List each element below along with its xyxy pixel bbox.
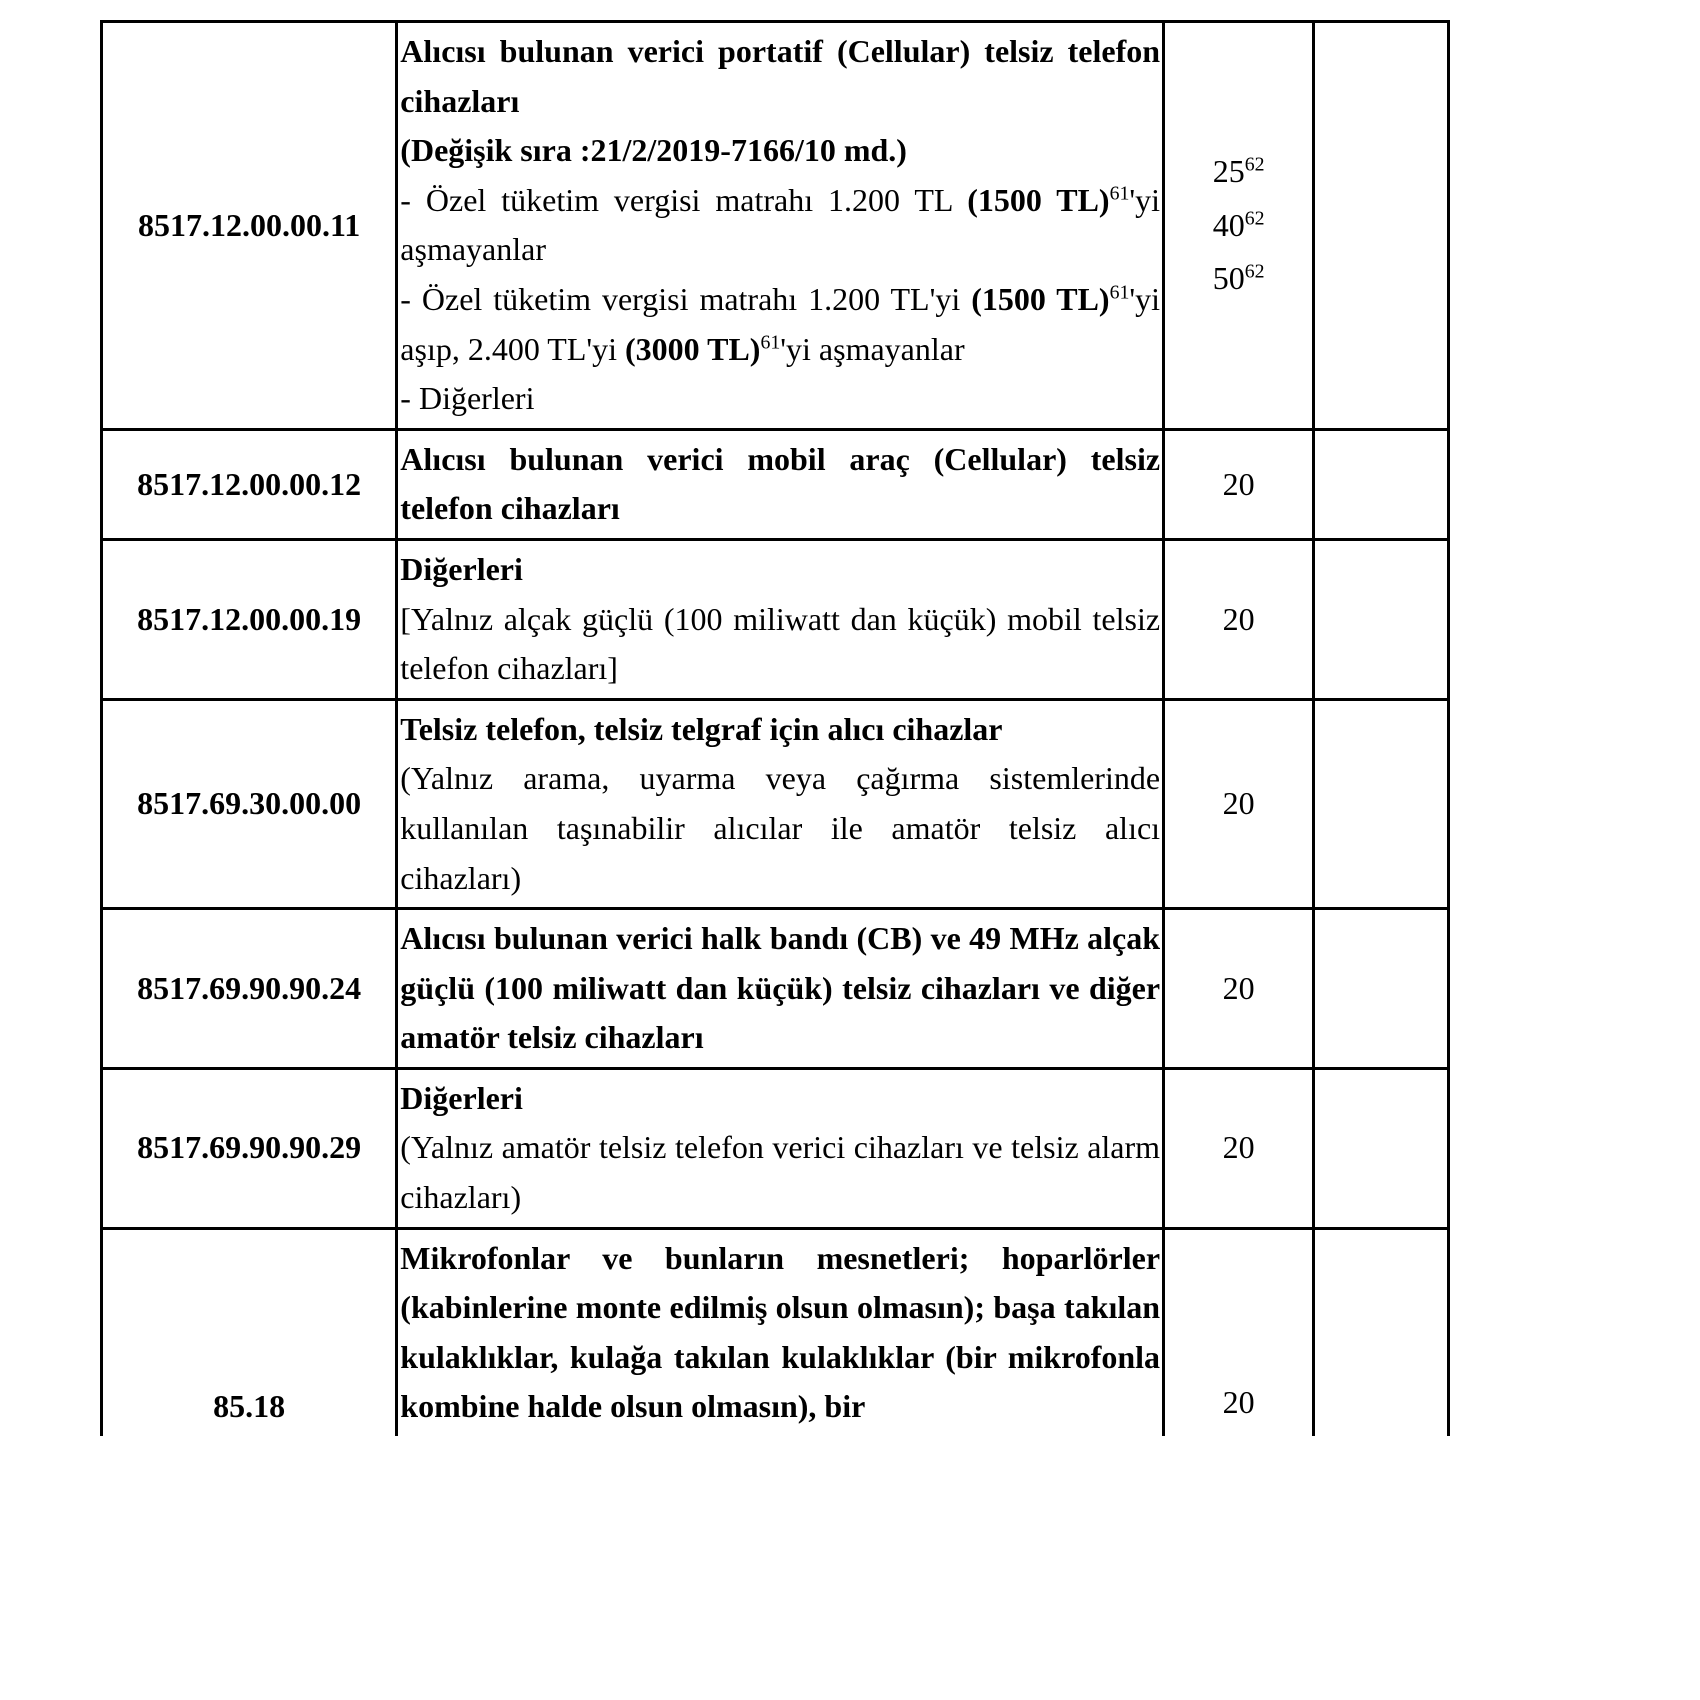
rate-cell: 20 xyxy=(1164,1068,1314,1228)
blank-cell xyxy=(1314,909,1449,1069)
rate-cell: 20 xyxy=(1164,699,1314,908)
description-cell: Telsiz telefon, telsiz telgraf için alıc… xyxy=(397,699,1164,908)
sup: 62 xyxy=(1245,207,1265,229)
num: 50 xyxy=(1213,260,1245,296)
rate-value: 20 xyxy=(1167,460,1310,510)
rate-cell: 20 xyxy=(1164,1228,1314,1436)
desc-title: Alıcısı bulunan verici halk bandı (CB) v… xyxy=(400,920,1160,1055)
rate-value: 20 xyxy=(1167,779,1310,829)
desc-body: [Yalnız alçak güçlü (100 miliwatt dan kü… xyxy=(400,601,1160,687)
blank-cell xyxy=(1314,699,1449,908)
tariff-table: 8517.12.00.00.11 Alıcısı bulunan verici … xyxy=(100,20,1450,1436)
code-cell: 8517.69.30.00.00 xyxy=(102,699,397,908)
code-cell: 8517.69.90.90.24 xyxy=(102,909,397,1069)
rate-value: 20 xyxy=(1167,595,1310,645)
num: 25 xyxy=(1213,153,1245,189)
desc-line: - Özel tüketim vergisi matrahı 1.200 TL … xyxy=(400,182,1160,268)
sup: 62 xyxy=(1245,153,1265,175)
table-row: 8517.69.30.00.00 Telsiz telefon, telsiz … xyxy=(102,699,1449,908)
rate-value: 4062 xyxy=(1167,201,1310,251)
rate-value: 2562 xyxy=(1167,147,1310,197)
sup: 62 xyxy=(1245,261,1265,283)
desc-note: (Değişik sıra :21/2/2019-7166/10 md.) xyxy=(400,132,907,168)
table-row: 8517.69.90.90.24 Alıcısı bulunan verici … xyxy=(102,909,1449,1069)
desc-body: (Yalnız arama, uyarma veya çağırma siste… xyxy=(400,760,1160,895)
blank-cell xyxy=(1314,539,1449,699)
code-cell: 8517.12.00.00.11 xyxy=(102,22,397,430)
desc-title: Mikrofonlar ve bunların mesnetleri; hopa… xyxy=(400,1240,1160,1425)
rate-cell: 20 xyxy=(1164,909,1314,1069)
table-row: 8517.12.00.00.11 Alıcısı bulunan verici … xyxy=(102,22,1449,430)
text: - Özel tüketim vergisi matrahı 1.200 TL'… xyxy=(400,281,971,317)
rate-cell: 20 xyxy=(1164,539,1314,699)
code-cell: 8517.12.00.00.12 xyxy=(102,429,397,539)
table-row: 85.18 Mikrofonlar ve bunların mesnetleri… xyxy=(102,1228,1449,1436)
blank-cell xyxy=(1314,1068,1449,1228)
text-bold: (1500 TL) xyxy=(967,182,1109,218)
code-cell: 8517.12.00.00.19 xyxy=(102,539,397,699)
table-row: 8517.12.00.00.12 Alıcısı bulunan verici … xyxy=(102,429,1449,539)
code-cell: 8517.69.90.90.29 xyxy=(102,1068,397,1228)
desc-line: - Diğerleri xyxy=(400,380,534,416)
num: 40 xyxy=(1213,207,1245,243)
desc-title: Diğerleri xyxy=(400,1080,523,1116)
desc-title: Diğerleri xyxy=(400,551,523,587)
desc-title: Telsiz telefon, telsiz telgraf için alıc… xyxy=(400,711,1002,747)
text: - Özel tüketim vergisi matrahı 1.200 TL xyxy=(400,182,967,218)
rate-value: 20 xyxy=(1167,1378,1310,1428)
description-cell: Alıcısı bulunan verici mobil araç (Cellu… xyxy=(397,429,1164,539)
table-row: 8517.12.00.00.19 Diğerleri [Yalnız alçak… xyxy=(102,539,1449,699)
blank-cell xyxy=(1314,429,1449,539)
description-cell: Alıcısı bulunan verici halk bandı (CB) v… xyxy=(397,909,1164,1069)
desc-body: (Yalnız amatör telsiz telefon verici cih… xyxy=(400,1129,1160,1215)
code-cell: 85.18 xyxy=(102,1228,397,1436)
text: 'yi aşmayanlar xyxy=(780,331,964,367)
description-cell: Diğerleri (Yalnız amatör telsiz telefon … xyxy=(397,1068,1164,1228)
desc-title: Alıcısı bulunan verici portatif (Cellula… xyxy=(400,33,1160,119)
text-bold: (1500 TL) xyxy=(971,281,1109,317)
sup: 61 xyxy=(760,331,780,353)
rate-cell: 2562 4062 5062 xyxy=(1164,22,1314,430)
rate-value: 20 xyxy=(1167,964,1310,1014)
blank-cell xyxy=(1314,22,1449,430)
description-cell: Mikrofonlar ve bunların mesnetleri; hopa… xyxy=(397,1228,1164,1436)
sup: 61 xyxy=(1110,281,1130,303)
desc-title: Alıcısı bulunan verici mobil araç (Cellu… xyxy=(400,441,1160,527)
desc-line: - Özel tüketim vergisi matrahı 1.200 TL'… xyxy=(400,281,1160,367)
blank-cell xyxy=(1314,1228,1449,1436)
description-cell: Alıcısı bulunan verici portatif (Cellula… xyxy=(397,22,1164,430)
table-row: 8517.69.90.90.29 Diğerleri (Yalnız amatö… xyxy=(102,1068,1449,1228)
rate-value: 20 xyxy=(1167,1123,1310,1173)
text-bold: (3000 TL) xyxy=(625,331,760,367)
description-cell: Diğerleri [Yalnız alçak güçlü (100 miliw… xyxy=(397,539,1164,699)
rate-cell: 20 xyxy=(1164,429,1314,539)
sup: 61 xyxy=(1110,182,1130,204)
rate-value: 5062 xyxy=(1167,254,1310,304)
document-page: 8517.12.00.00.11 Alıcısı bulunan verici … xyxy=(0,0,1700,1700)
